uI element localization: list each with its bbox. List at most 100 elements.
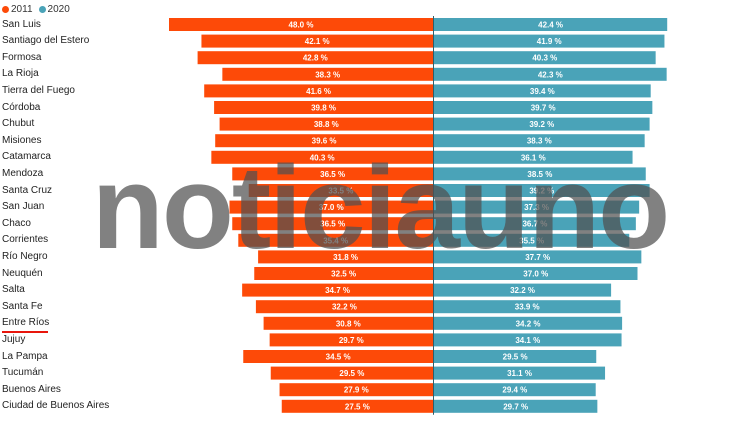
bar-2020-ciudad-de-buenos-aires — [434, 399, 598, 413]
value-label-2011-santa-cruz: 33.5 % — [328, 187, 353, 196]
bar-2011-chubut — [219, 117, 433, 131]
bar-2011-rio-negro — [258, 250, 433, 264]
value-label-2011-cordoba: 39.8 % — [311, 104, 336, 113]
bar-2020-cordoba — [434, 101, 653, 114]
category-label-neuquen: Neuquén — [2, 267, 43, 279]
bar-2011-santa-fe — [255, 300, 433, 314]
bar-2020-corrientes — [434, 233, 630, 247]
category-label-misiones: Misiones — [2, 134, 42, 146]
category-label-mendoza: Mendoza — [2, 167, 44, 179]
value-label-2011-catamarca: 40.3 % — [310, 153, 335, 162]
value-label-2011-san-luis: 48.0 % — [289, 21, 314, 30]
legend-dot-2011 — [2, 5, 9, 13]
category-label-santa-fe: Santa Fe — [2, 300, 43, 312]
legend: 2011 2020 — [2, 2, 76, 16]
bar-2020-tierra-del-fuego — [434, 84, 651, 98]
value-label-2011-rio-negro: 31.8 % — [333, 253, 358, 262]
bar-2020-salta — [434, 283, 612, 297]
value-label-2011-buenos-aires: 27.9 % — [344, 386, 369, 395]
category-label-chubut: Chubut — [2, 118, 35, 130]
value-label-2020-cordoba: 39.7 % — [531, 104, 556, 113]
bar-2020-san-juan — [434, 200, 640, 214]
value-label-2020-tucuman: 31.1 % — [507, 369, 532, 378]
value-label-2020-jujuy: 34.1 % — [515, 336, 540, 345]
category-label-san-luis: San Luis — [2, 18, 41, 30]
value-label-2011-neuquen: 32.5 % — [331, 270, 356, 279]
legend-label-2020: 2020 — [47, 3, 70, 15]
value-label-2011-santa-fe: 32.2 % — [332, 303, 357, 312]
bar-2011-chaco — [232, 217, 433, 231]
bar-2020-la-pampa — [434, 350, 597, 363]
bar-2011-san-juan — [229, 200, 433, 214]
bar-2020-formosa — [434, 51, 656, 65]
value-label-2020-rio-negro: 37.7 % — [525, 253, 550, 262]
bar-2020-misiones — [434, 134, 645, 148]
category-label-san-juan: San Juan — [2, 201, 45, 213]
category-label-chaco: Chaco — [2, 217, 31, 229]
category-label-salta: Salta — [2, 284, 25, 296]
bar-2011-tucuman — [270, 366, 433, 380]
value-label-2020-ciudad-de-buenos-aires: 29.7 % — [503, 402, 528, 411]
value-label-2011-la-rioja: 38.3 % — [315, 70, 340, 79]
highlight-underline — [2, 331, 48, 333]
value-label-2011-entre-rios: 30.8 % — [336, 319, 361, 328]
bar-2020-neuquen — [434, 267, 638, 280]
bar-2011-cordoba — [214, 101, 433, 114]
legend-item-2020: 2020 — [38, 3, 70, 15]
bar-2011-san-luis — [169, 18, 433, 31]
category-label-tucuman: Tucumán — [2, 367, 44, 379]
value-label-2020-santa-cruz: 39.2 % — [529, 187, 554, 196]
value-label-2011-ciudad-de-buenos-aires: 27.5 % — [345, 402, 370, 411]
category-label-catamarca: Catamarca — [2, 151, 51, 163]
value-label-2011-san-juan: 37.0 % — [319, 203, 344, 212]
bar-2011-la-pampa — [243, 350, 433, 363]
bar-2020-chaco — [434, 217, 636, 231]
value-label-2011-salta: 34.7 % — [325, 286, 350, 295]
value-label-2020-neuquen: 37.0 % — [523, 270, 548, 279]
category-label-rio-negro: Río Negro — [2, 250, 48, 262]
bar-2011-neuquen — [254, 267, 433, 280]
bar-2020-santiago-del-estero — [434, 34, 665, 48]
category-label-entre-rios: Entre Ríos — [2, 317, 50, 329]
legend-dot-2020 — [38, 5, 46, 13]
category-label-santiago-del-estero: Santiago del Estero — [2, 35, 90, 47]
bar-2020-rio-negro — [434, 250, 642, 264]
category-label-santa-cruz: Santa Cruz — [2, 184, 53, 196]
bar-2020-santa-cruz — [434, 184, 650, 197]
bar-2020-tucuman — [434, 366, 606, 380]
value-label-2020-catamarca: 36.1 % — [521, 153, 546, 162]
category-label-buenos-aires: Buenos Aires — [2, 383, 61, 395]
bar-2011-corrientes — [238, 233, 433, 247]
value-label-2020-misiones: 38.3 % — [527, 137, 552, 146]
bar-2011-jujuy — [269, 333, 433, 347]
category-label-ciudad-de-buenos-aires: Ciudad de Buenos Aires — [2, 400, 110, 412]
bar-2011-catamarca — [211, 150, 433, 164]
value-label-2011-formosa: 42.8 % — [303, 54, 328, 63]
legend-label-2011: 2011 — [11, 3, 33, 15]
value-label-2011-mendoza: 36.5 % — [320, 170, 345, 179]
value-label-2020-salta: 32.2 % — [510, 286, 535, 295]
category-label-la-rioja: La Rioja — [2, 68, 39, 80]
value-label-2020-formosa: 40.3 % — [532, 54, 557, 63]
value-label-2020-mendoza: 38.5 % — [527, 170, 552, 179]
value-label-2011-jujuy: 29.7 % — [339, 336, 364, 345]
category-labels: San Luis Santiago del Estero Formosa La Rio… — [0, 0, 170, 422]
bar-2011-tierra-del-fuego — [204, 84, 433, 98]
category-label-cordoba: Córdoba — [2, 101, 41, 113]
value-label-2020-corrientes: 35.5 % — [519, 236, 544, 245]
value-label-2020-santiago-del-estero: 41.9 % — [537, 37, 562, 46]
bar-2011-entre-rios — [263, 316, 433, 330]
value-label-2011-la-pampa: 34.5 % — [326, 353, 351, 362]
value-label-2020-la-pampa: 29.5 % — [503, 353, 528, 362]
value-label-2011-chaco: 36.5 % — [320, 220, 345, 229]
bar-2020-santa-fe — [434, 300, 621, 314]
bar-2020-catamarca — [434, 150, 633, 164]
value-label-2011-tierra-del-fuego: 41.6 % — [306, 87, 331, 96]
value-label-2020-tierra-del-fuego: 39.4 % — [530, 87, 555, 96]
value-label-2020-san-juan: 37.3 % — [524, 203, 549, 212]
value-label-2011-corrientes: 35.4 % — [323, 236, 348, 245]
legend-item-2011: 2011 — [2, 4, 33, 15]
bar-2011-formosa — [197, 51, 433, 65]
category-label-la-pampa: La Pampa — [2, 350, 48, 362]
